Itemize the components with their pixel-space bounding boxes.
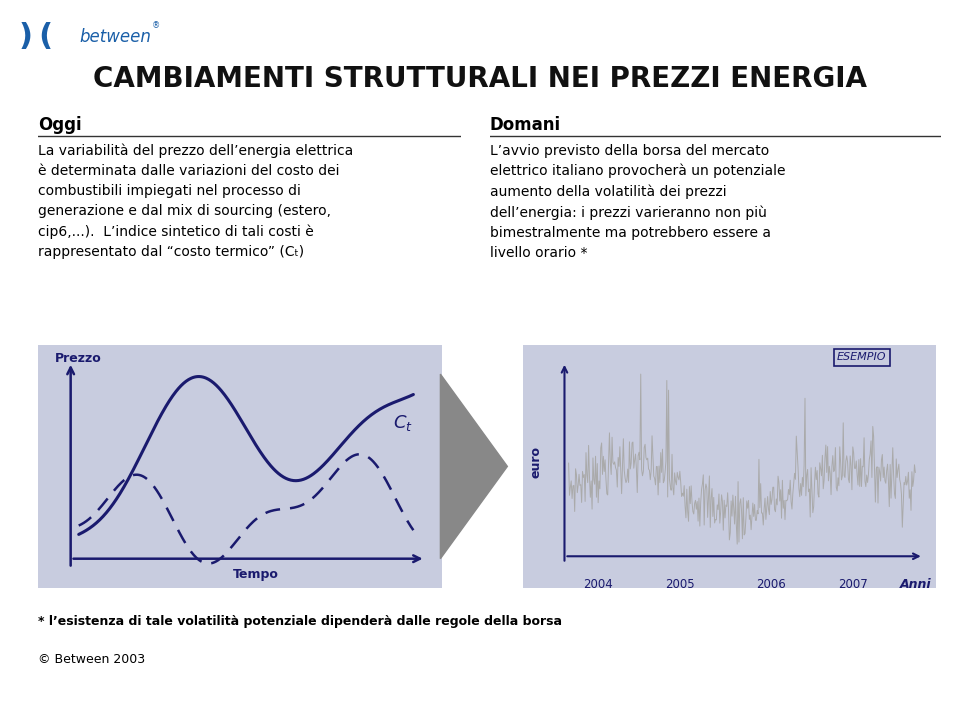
Text: ) (: ) ( (19, 23, 53, 51)
Text: 2006: 2006 (756, 578, 785, 591)
Text: 2004: 2004 (583, 578, 612, 591)
Text: CAMBIAMENTI STRUTTURALI NEI PREZZI ENERGIA: CAMBIAMENTI STRUTTURALI NEI PREZZI ENERG… (93, 65, 867, 93)
Text: © Between 2003: © Between 2003 (38, 653, 146, 666)
Text: Prezzo: Prezzo (55, 352, 101, 365)
Polygon shape (441, 374, 507, 559)
Text: 2007: 2007 (839, 578, 868, 591)
Text: 2005: 2005 (665, 578, 695, 591)
Text: ESEMPIO: ESEMPIO (837, 352, 886, 363)
Text: Tempo: Tempo (233, 567, 279, 581)
Text: L’avvio previsto della borsa del mercato
elettrico italiano provocherà un potenz: L’avvio previsto della borsa del mercato… (490, 144, 785, 260)
Text: between: between (79, 28, 151, 46)
Text: La variabilità del prezzo dell’energia elettrica
è determinata dalle variazioni : La variabilità del prezzo dell’energia e… (38, 144, 353, 259)
Text: Anni: Anni (900, 578, 932, 591)
Text: $C_t$: $C_t$ (394, 413, 413, 433)
Text: Domani: Domani (490, 116, 561, 134)
Text: ®: ® (152, 21, 160, 30)
Text: * l’esistenza di tale volatilità potenziale dipenderà dalle regole della borsa: * l’esistenza di tale volatilità potenzi… (38, 615, 563, 628)
Text: Oggi: Oggi (38, 116, 82, 134)
Text: euro: euro (529, 446, 542, 477)
